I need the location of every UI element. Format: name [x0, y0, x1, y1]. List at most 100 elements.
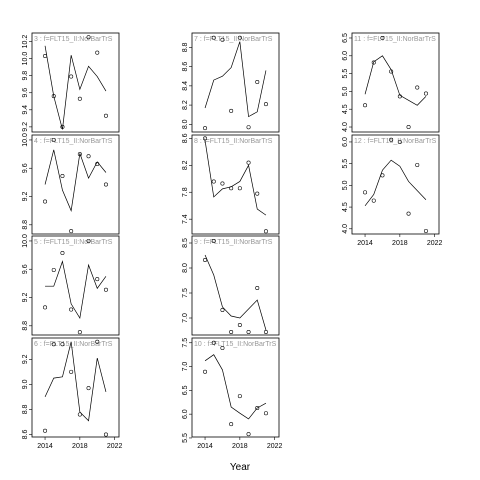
data-point	[397, 139, 402, 144]
x-tick-label: 2022	[427, 240, 443, 247]
y-tick-label: 5.5	[342, 69, 349, 79]
y-tick-label: 6.5	[182, 385, 189, 395]
panel-frame	[31, 235, 120, 336]
panel-frame	[191, 235, 280, 336]
data-point	[60, 174, 65, 179]
panel-title: 12 : f=FLT15_II:NorBarTrS	[354, 138, 437, 145]
data-point	[371, 60, 376, 65]
data-point	[263, 329, 268, 334]
data-point	[229, 108, 234, 113]
y-tick-label: 8.6	[182, 62, 189, 72]
y-tick-label: 9.6	[22, 88, 29, 98]
y-tick-label: 9.2	[22, 192, 29, 202]
data-point	[380, 35, 385, 40]
data-point	[237, 394, 242, 399]
data-point	[363, 103, 368, 108]
y-tick-label: 9.2	[22, 122, 29, 132]
y-tick-label: 8.2	[182, 160, 189, 170]
data-point	[77, 330, 82, 335]
fit-line	[45, 260, 107, 320]
data-point	[103, 113, 108, 118]
data-point	[60, 250, 65, 255]
panel: 6 : f=FLT15_II:NorBarTrS 8.6 8.8 9.0 9.2 2014…	[22, 337, 123, 450]
panel: 7 : f=FLT15_II:NorBarTrS 8.0 8.2 8.4 8.6 8.8	[182, 32, 280, 133]
panel: 8 : f=FLT15_II:NorBarTrS 7.4 7.8 8.2 8.6	[182, 133, 280, 235]
y-tick-label: 10.2	[22, 35, 29, 49]
data-point	[86, 35, 91, 40]
y-tick-label: 4.5	[342, 104, 349, 114]
data-point	[69, 74, 74, 79]
y-tick-label: 9.2	[22, 293, 29, 303]
y-tick-label: 8.8	[22, 404, 29, 414]
x-tick-label: 2014	[357, 240, 373, 247]
y-tick-label: 8.0	[182, 119, 189, 129]
y-tick-label: 8.8	[182, 42, 189, 52]
panel: 9 : f=FLT15_II:NorBarTrS 7.0 7.5 8.0 8.5	[182, 235, 280, 336]
data-point	[363, 190, 368, 195]
fit-line	[204, 254, 267, 331]
data-point	[415, 85, 420, 90]
data-point	[406, 211, 411, 216]
y-tick-label: 7.8	[182, 187, 189, 197]
data-point	[263, 102, 268, 107]
fit-line	[44, 149, 107, 212]
x-axis-label: Year	[230, 462, 251, 473]
data-point	[211, 35, 216, 40]
data-point	[211, 340, 216, 345]
y-tick-label: 7.0	[182, 362, 189, 372]
panel: 11 : f=FLT15_II:NorBarTrS 4.0 4.5 5.0 5.5 6.0…	[342, 32, 440, 133]
y-tick-label: 6.0	[342, 137, 349, 147]
y-tick-label: 8.0	[182, 263, 189, 273]
data-point	[103, 432, 108, 437]
fit-line	[44, 341, 107, 422]
panel-title: 7 : f=FLT15_II:NorBarTrS	[194, 36, 273, 43]
y-tick-label: 4.5	[342, 202, 349, 212]
data-point	[103, 287, 108, 292]
panel-title: 8 : f=FLT15_II:NorBarTrS	[194, 138, 273, 145]
panel-title: 3 : f=FLT15_II:NorBarTrS	[34, 36, 113, 43]
y-tick-label: 7.5	[182, 338, 189, 348]
panel: 5 : f=FLT15_II:NorBarTrS 8.8 9.2 9.6 10.0	[22, 234, 120, 336]
panel: 4 : f=FLT15_II:NorBarTrS 8.8 9.2 9.6 10.0	[22, 133, 120, 235]
panel-frame	[351, 32, 440, 133]
y-tick-label: 8.5	[182, 238, 189, 248]
y-tick-label: 8.6	[22, 430, 29, 440]
data-point	[51, 342, 56, 347]
panel-title: 9 : f=FLT15_II:NorBarTrS	[194, 239, 273, 246]
data-point	[60, 342, 65, 347]
panel-title: 5 : f=FLT15_II:NorBarTrS	[34, 239, 113, 246]
y-tick-label: 8.8	[22, 220, 29, 230]
data-point	[237, 186, 242, 191]
data-point	[69, 307, 74, 312]
data-point	[229, 329, 234, 334]
data-point	[246, 160, 251, 165]
panel-title: 4 : f=FLT15_II:NorBarTrS	[34, 138, 113, 145]
data-point	[423, 228, 428, 233]
x-tick-label: 2014	[197, 443, 213, 450]
y-tick-label: 6.0	[342, 51, 349, 61]
data-point	[77, 152, 82, 157]
panel: 3 : f=FLT15_II:NorBarTrS 9.2 9.4 9.6 9.8 10.0…	[22, 32, 120, 133]
y-tick-label: 7.5	[182, 288, 189, 298]
x-tick-label: 2022	[267, 443, 283, 450]
panel-frame	[191, 134, 280, 235]
data-point	[43, 305, 48, 310]
panel: 12 : f=FLT15_II:NorBarTrS 4.0 4.5 5.0 5.5 6.0…	[342, 134, 443, 247]
y-tick-label: 9.6	[22, 163, 29, 173]
data-point	[246, 125, 251, 130]
x-tick-label: 2018	[392, 240, 408, 247]
panel-title: 11 : f=FLT15_II:NorBarTrS	[354, 36, 436, 43]
data-point	[103, 182, 108, 187]
y-tick-label: 4.0	[342, 224, 349, 234]
data-point	[237, 322, 242, 327]
data-point	[51, 137, 56, 142]
data-point	[220, 345, 225, 350]
y-tick-label: 9.6	[22, 264, 29, 274]
data-point	[237, 35, 242, 40]
fit-line	[204, 41, 267, 118]
data-point	[263, 411, 268, 416]
y-tick-label: 10.0	[22, 52, 29, 66]
x-tick-label: 2022	[107, 443, 123, 450]
panel-frame	[351, 134, 440, 235]
